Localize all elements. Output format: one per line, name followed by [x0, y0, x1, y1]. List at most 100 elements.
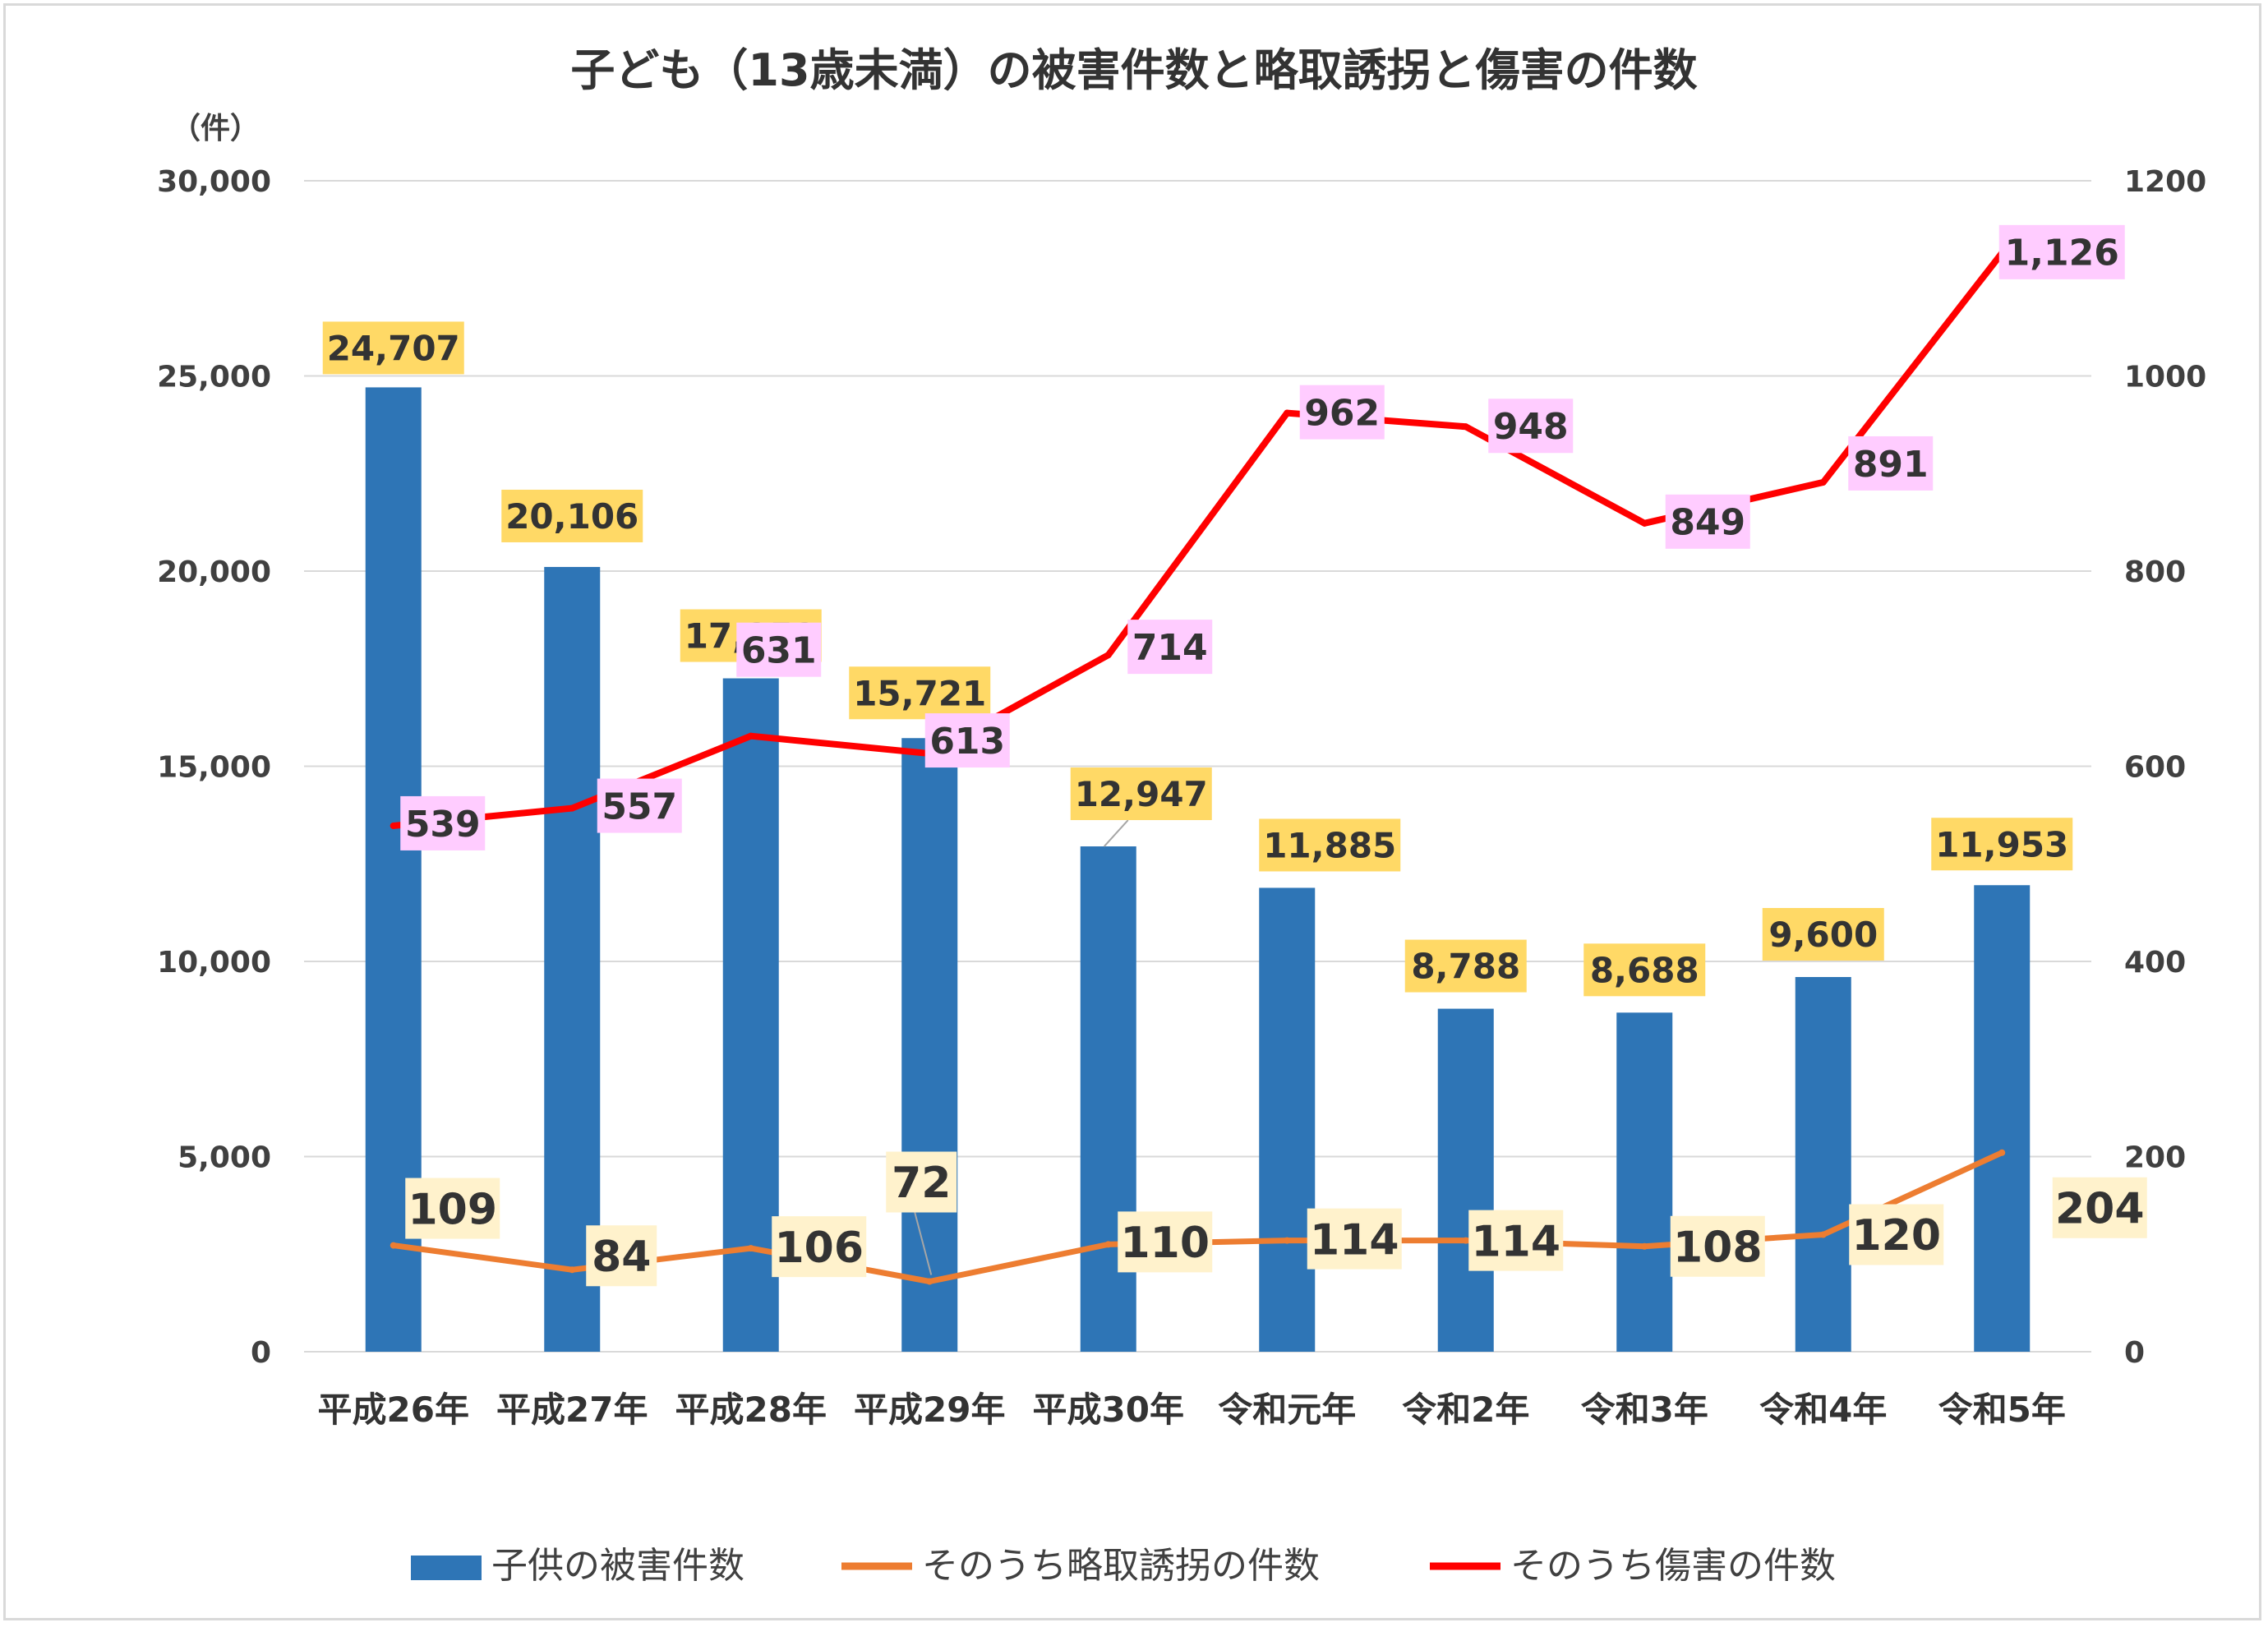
data-label: 891 [1853, 444, 1929, 486]
data-label: 849 [1670, 502, 1745, 544]
data-label: 15,721 [853, 673, 986, 713]
data-label-box [1307, 1208, 1402, 1270]
bar [1974, 885, 2031, 1352]
bar [722, 678, 779, 1352]
y-axis-unit: （件） [171, 112, 260, 145]
point-kidnap [1641, 1242, 1648, 1250]
data-label-box [1118, 1211, 1213, 1273]
data-label-box [586, 1225, 657, 1287]
data-label: 11,885 [1263, 826, 1396, 866]
y-right-tick-label: 1000 [2124, 361, 2206, 394]
y-right-tick-label: 200 [2124, 1141, 2186, 1175]
data-label-box [886, 1151, 957, 1213]
data-label: 948 [1493, 406, 1569, 448]
y-left-tick-label: 30,000 [157, 165, 271, 199]
x-tick-label: 平成30年 [1033, 1390, 1184, 1430]
data-label: 109 [408, 1185, 497, 1234]
data-label: 8,788 [1411, 947, 1520, 987]
data-label-box [1468, 1210, 1564, 1271]
x-tick-label: 令和5年 [1938, 1390, 2066, 1430]
point-kidnap [1284, 1237, 1291, 1244]
point-injury [1819, 478, 1827, 486]
data-label-box [501, 489, 643, 542]
data-labels: 24,70720,10617,25215,72112,94711,8858,78… [322, 224, 2147, 1287]
data-label: 539 [405, 804, 481, 846]
point-injury [1104, 652, 1112, 659]
data-label-box [1070, 767, 1212, 821]
data-label-box [1488, 399, 1574, 454]
data-label: 110 [1120, 1219, 1210, 1268]
data-label-box [405, 1178, 500, 1239]
x-tick-label: 令和3年 [1581, 1390, 1708, 1430]
leader-lines [914, 819, 1129, 1275]
bar [1259, 887, 1316, 1352]
bar [1616, 1012, 1673, 1352]
data-label-box [1259, 818, 1401, 872]
data-label-box [1127, 620, 1213, 675]
data-label-box [1583, 943, 1706, 997]
point-injury [569, 804, 576, 812]
data-label: 72 [892, 1159, 951, 1208]
axes: 0 0 5,000 200 10,000 400 15,000 600 20,000 800 25,… [157, 165, 2206, 1430]
legend-label-kidnap: そのうち略取誘拐の件数 [922, 1545, 1320, 1587]
data-label-box [1404, 939, 1527, 993]
data-label-box [849, 666, 991, 720]
data-label-box [772, 1216, 867, 1278]
data-label-box [2052, 1177, 2147, 1238]
data-label-box [1849, 1204, 1944, 1265]
data-label-box [1762, 908, 1884, 961]
point-kidnap [926, 1278, 933, 1285]
data-label-box [1998, 224, 2125, 279]
data-label-box [322, 321, 464, 375]
point-injury [1284, 409, 1291, 417]
point-kidnap [390, 1242, 397, 1249]
data-label-box [924, 713, 1010, 768]
data-label: 557 [602, 786, 677, 827]
y-left-tick-label: 20,000 [157, 555, 271, 589]
point-kidnap [1998, 1149, 2006, 1156]
y-left-tick-label: 25,000 [157, 361, 271, 394]
x-tick-label: 平成28年 [675, 1390, 827, 1430]
point-injury [1641, 519, 1648, 527]
point-kidnap [747, 1245, 754, 1252]
bar [1080, 846, 1136, 1352]
y-left-tick-label: 0 [251, 1336, 271, 1370]
y-right-tick-label: 600 [2124, 751, 2186, 785]
x-tick-label: 平成26年 [318, 1390, 469, 1430]
bar [544, 566, 601, 1352]
leader-line [914, 1212, 933, 1275]
data-label: 106 [774, 1224, 864, 1273]
data-label-box [736, 622, 822, 677]
data-label-box [1670, 1215, 1765, 1277]
legend-label-injury: そのうち傷害の件数 [1510, 1545, 1836, 1587]
data-label: 20,106 [505, 496, 638, 537]
y-left-tick-label: 15,000 [157, 751, 271, 785]
data-label: 24,707 [327, 329, 460, 369]
data-label: 1,126 [2005, 233, 2119, 274]
point-kidnap [1819, 1231, 1827, 1238]
y-right-tick-label: 0 [2124, 1336, 2145, 1370]
data-label: 108 [1673, 1223, 1763, 1272]
point-kidnap [1462, 1237, 1469, 1244]
x-tick-label: 令和4年 [1759, 1390, 1887, 1430]
point-injury [747, 732, 754, 740]
data-label-box [1665, 494, 1750, 549]
bar [1795, 977, 1851, 1352]
data-label: 11,953 [1935, 824, 2068, 864]
bar [1437, 1008, 1494, 1352]
legend: 子供の被害件数 そのうち略取誘拐の件数 そのうち傷害の件数 [411, 1545, 1836, 1587]
data-label: 84 [592, 1233, 651, 1282]
point-injury [390, 822, 397, 829]
chart-title: 子ども（13歳未満）の被害件数と略取誘拐と傷害の件数 [570, 44, 1697, 96]
data-label: 204 [2055, 1184, 2145, 1233]
legend-label-victims: 子供の被害件数 [491, 1545, 744, 1587]
bar [901, 738, 958, 1352]
data-label: 120 [1851, 1211, 1941, 1261]
x-tick-label: 令和元年 [1218, 1390, 1356, 1430]
y-right-tick-label: 800 [2124, 555, 2186, 589]
data-label: 9,600 [1768, 915, 1878, 955]
y-left-tick-label: 10,000 [157, 946, 271, 979]
data-label: 613 [929, 721, 1005, 763]
point-injury [1462, 423, 1469, 431]
data-label: 714 [1132, 627, 1208, 669]
